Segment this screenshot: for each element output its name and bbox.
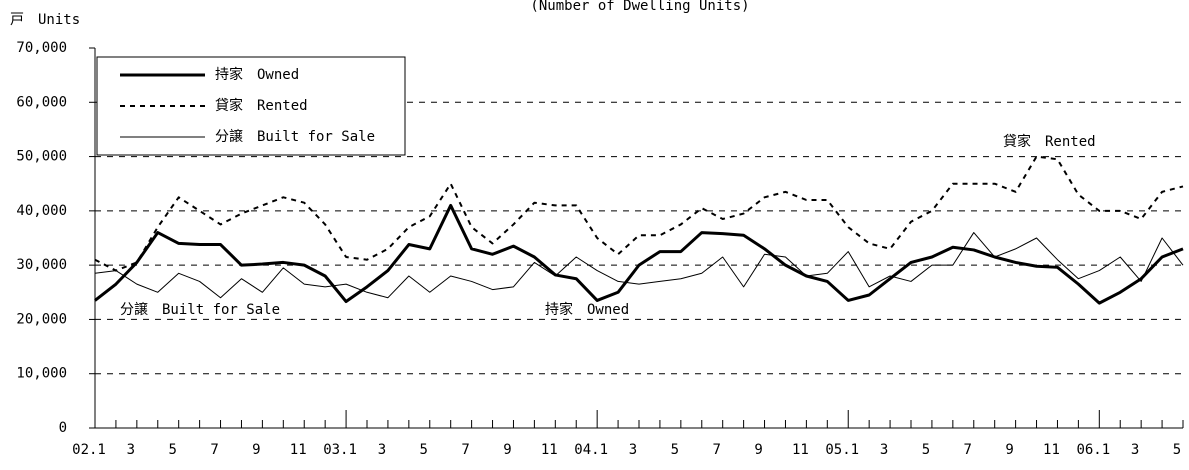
x-tick-label: 3 xyxy=(880,442,888,458)
y-tick-label: 60,000 xyxy=(16,94,67,110)
x-tick-label: 3 xyxy=(1131,442,1139,458)
x-tick-label: 5 xyxy=(168,442,176,458)
x-tick-label: 06.1 xyxy=(1076,442,1110,458)
x-tick-label: 11 xyxy=(541,442,558,458)
x-tick-label: 11 xyxy=(792,442,809,458)
legend-box xyxy=(96,56,406,156)
chart-title: (Number of Dwelling Units) xyxy=(530,0,749,14)
x-tick-label: 05.1 xyxy=(825,442,859,458)
x-tick-label: 02.1 xyxy=(72,442,106,458)
y-tick-label: 10,000 xyxy=(16,366,67,382)
x-tick-label: 7 xyxy=(210,442,218,458)
x-tick-label: 7 xyxy=(712,442,720,458)
x-tick-label: 9 xyxy=(252,442,260,458)
x-tick-label: 11 xyxy=(290,442,307,458)
x-tick-label: 9 xyxy=(1005,442,1013,458)
x-tick-label: 5 xyxy=(420,442,428,458)
x-tick-label: 11 xyxy=(1043,442,1060,458)
y-tick-label: 40,000 xyxy=(16,203,67,219)
x-tick-label: 9 xyxy=(754,442,762,458)
legend-label: 貸家 Rented xyxy=(215,97,308,114)
annotation: 貸家 Rented xyxy=(1003,133,1096,150)
series-line xyxy=(94,203,1184,305)
x-tick-label: 3 xyxy=(127,442,135,458)
x-tick-label: 04.1 xyxy=(574,442,608,458)
annotation: 持家 Owned xyxy=(545,301,629,318)
x-tick-label: 5 xyxy=(922,442,930,458)
y-tick-label: 30,000 xyxy=(16,257,67,273)
legend-label: 持家 Owned xyxy=(215,66,299,83)
y-tick-label: 0 xyxy=(59,420,67,436)
x-tick-label: 3 xyxy=(629,442,637,458)
x-tick-label: 3 xyxy=(378,442,386,458)
x-tick-label: 9 xyxy=(503,442,511,458)
y-tick-label: 20,000 xyxy=(16,311,67,327)
x-tick-label: 03.1 xyxy=(323,442,357,458)
y-tick-label: 50,000 xyxy=(16,149,67,165)
y-tick-label: 70,000 xyxy=(16,40,67,56)
series-line xyxy=(94,232,1184,299)
x-tick-label: 7 xyxy=(461,442,469,458)
legend-label: 分譲 Built for Sale xyxy=(215,129,375,145)
y-axis-label: 戸 Units xyxy=(10,12,80,28)
x-tick-label: 5 xyxy=(1173,442,1181,458)
x-tick-label: 5 xyxy=(671,442,679,458)
x-tick-label: 7 xyxy=(964,442,972,458)
series-line xyxy=(94,155,1184,272)
annotation: 分譲 Built for Sale xyxy=(120,302,280,318)
